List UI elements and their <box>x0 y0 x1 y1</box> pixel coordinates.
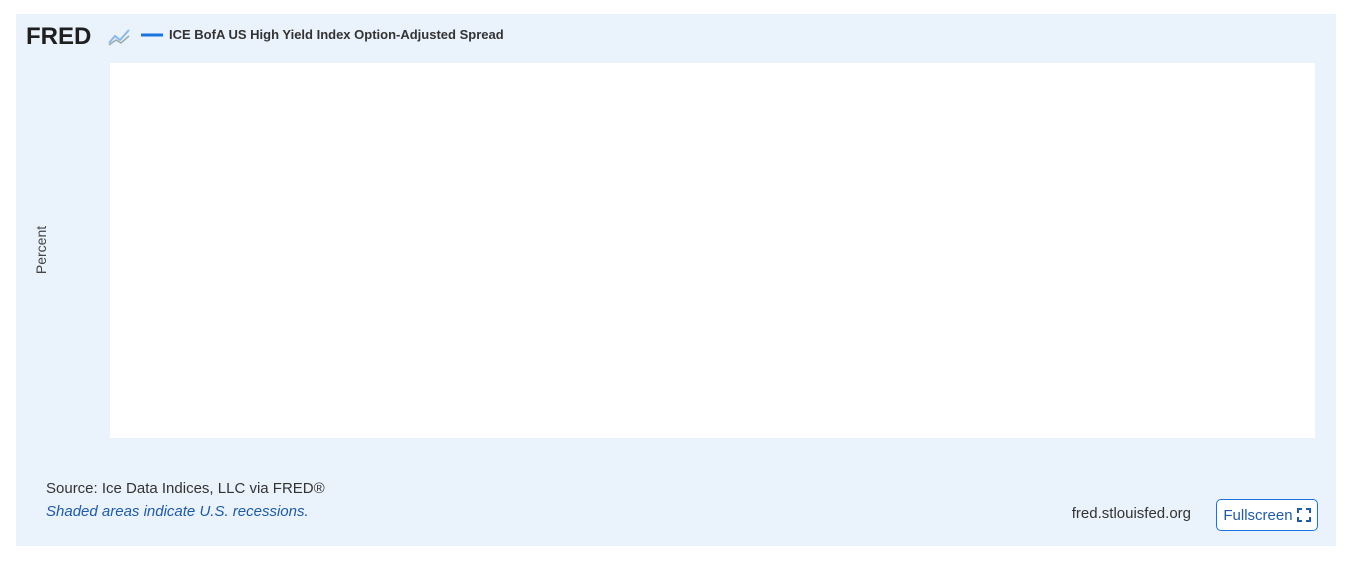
legend-label: ICE BofA US High Yield Index Option-Adju… <box>169 27 504 42</box>
plot-area <box>110 63 1315 438</box>
recession-note: Shaded areas indicate U.S. recessions. <box>46 503 309 520</box>
site-link: fred.stlouisfed.org <box>1072 505 1191 522</box>
logo-icon <box>108 28 130 46</box>
y-axis-label: Percent <box>33 226 49 274</box>
button-label: Fullscreen <box>1223 506 1293 524</box>
fullscreen-button[interactable]: Fullscreen <box>1216 499 1318 531</box>
brand-logo: FRED <box>26 23 91 50</box>
source: Source: Ice Data Indices, LLC via FRED® <box>46 480 325 497</box>
fullscreen-icon <box>1296 508 1311 522</box>
